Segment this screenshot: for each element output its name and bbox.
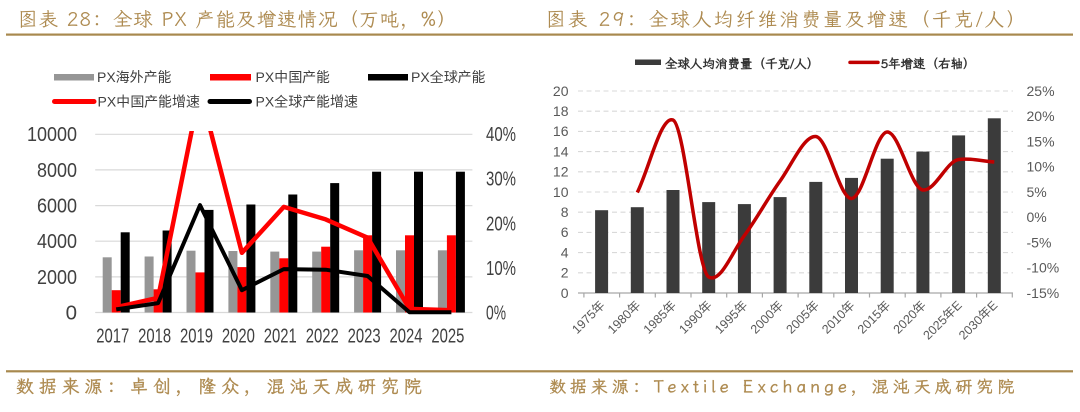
svg-text:2023: 2023 [348,324,381,347]
svg-text:10%: 10% [1027,159,1055,175]
svg-text:2022: 2022 [306,324,339,347]
svg-text:图表 28：全球 PX 产能及增速情况（万吨，%）: 图表 28：全球 PX 产能及增速情况（万吨，%） [18,4,458,32]
svg-text:PX全球产能增速: PX全球产能增速 [256,93,360,109]
svg-text:20%: 20% [486,212,516,235]
svg-text:2024: 2024 [390,324,423,347]
svg-text:-5%: -5% [1027,234,1052,250]
svg-text:8000: 8000 [37,159,77,182]
svg-text:8: 8 [561,204,569,220]
svg-text:5%: 5% [1027,184,1047,200]
svg-text:20%: 20% [1027,108,1055,124]
svg-text:数据来源：卓创，隆众，混沌天成研究院: 数据来源：卓创，隆众，混沌天成研究院 [16,373,426,399]
svg-text:2018: 2018 [138,324,171,347]
svg-text:全球人均消费量（千克/人）: 全球人均消费量（千克/人） [665,54,819,72]
svg-text:10000: 10000 [27,123,77,146]
svg-text:PX全球产能: PX全球产能 [411,69,486,85]
svg-text:-10%: -10% [1027,260,1060,276]
svg-text:2025: 2025 [431,324,464,347]
svg-text:0%: 0% [1027,209,1047,225]
svg-text:6000: 6000 [37,195,77,218]
svg-text:PX中国产能增速: PX中国产能增速 [98,93,202,109]
svg-text:16: 16 [553,123,569,139]
svg-text:20: 20 [553,83,569,99]
svg-text:2019: 2019 [180,324,213,347]
svg-text:40%: 40% [486,123,516,146]
svg-text:PX海外产能: PX海外产能 [97,69,172,85]
svg-text:2000: 2000 [37,266,77,289]
svg-text:0: 0 [66,301,77,324]
svg-text:4000: 4000 [37,230,77,253]
svg-text:2: 2 [561,265,569,281]
svg-text:2020: 2020 [222,324,255,347]
svg-text:2017: 2017 [96,324,129,347]
svg-text:25%: 25% [1027,83,1055,99]
svg-text:18: 18 [553,103,569,119]
svg-text:6: 6 [561,224,569,240]
svg-text:10: 10 [553,184,569,200]
svg-text:15%: 15% [1027,133,1055,149]
svg-text:2021: 2021 [264,324,297,347]
svg-text:14: 14 [553,143,569,159]
svg-text:-15%: -15% [1027,285,1060,301]
svg-text:PX中国产能: PX中国产能 [256,69,331,85]
svg-text:0: 0 [561,285,569,301]
svg-text:0%: 0% [486,301,506,324]
svg-text:数据来源：Textile Exchange，混沌天成研究院: 数据来源：Textile Exchange，混沌天成研究院 [549,373,1018,398]
svg-text:4: 4 [561,244,569,260]
svg-text:12: 12 [553,164,569,180]
svg-text:30%: 30% [486,168,516,191]
svg-text:5年增速（右轴）: 5年增速（右轴） [881,54,976,72]
svg-text:图表 29：全球人均纤维消费量及增速（千克/人）: 图表 29：全球人均纤维消费量及增速（千克/人） [546,4,1028,32]
svg-text:10%: 10% [486,257,516,280]
